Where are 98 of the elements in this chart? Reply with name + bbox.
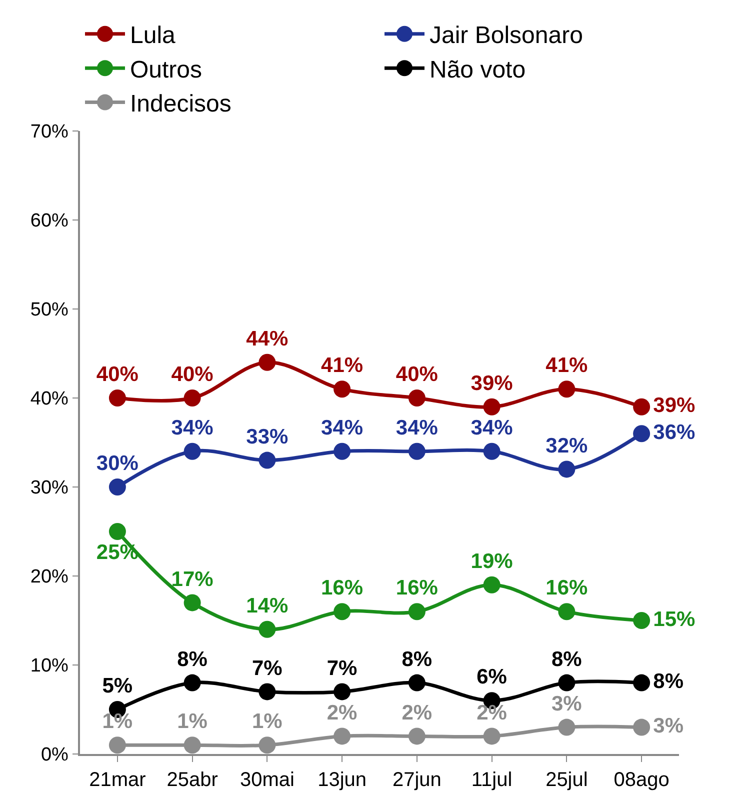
legend-label: Lula — [130, 22, 176, 50]
data-label: 44% — [246, 328, 289, 351]
data-label: 34% — [171, 416, 214, 440]
point — [258, 452, 276, 469]
point — [184, 736, 201, 754]
point — [108, 390, 126, 406]
x-tick-label: 25jul — [546, 768, 588, 791]
point — [633, 612, 650, 629]
point — [184, 442, 201, 460]
point — [184, 594, 201, 612]
point — [483, 398, 500, 416]
point — [334, 380, 351, 398]
x-tick-label: 27jun — [392, 768, 442, 791]
y-tick-label: 70% — [30, 122, 69, 143]
data-label: 36% — [653, 420, 696, 444]
data-label: 39% — [653, 394, 696, 418]
point — [558, 718, 576, 736]
legend-label: Não voto — [430, 56, 526, 84]
y-tick-label: 20% — [30, 566, 69, 588]
point — [258, 354, 276, 371]
point — [334, 442, 351, 460]
data-label: 8% — [653, 670, 684, 694]
data-label: 41% — [321, 354, 364, 378]
data-label: 32% — [546, 434, 588, 458]
point — [558, 380, 576, 398]
data-label: 34% — [321, 416, 364, 440]
y-tick-label: 40% — [30, 388, 69, 410]
data-label: 2% — [402, 701, 432, 724]
data-label: 8% — [402, 648, 432, 671]
point — [408, 442, 426, 460]
data-label: 14% — [246, 594, 289, 618]
data-label: 2% — [476, 701, 508, 724]
point — [258, 620, 276, 638]
legend-label: Outros — [130, 56, 202, 84]
data-label: 6% — [476, 666, 508, 689]
data-label: 7% — [252, 656, 283, 680]
data-label: 40% — [96, 363, 139, 386]
data-label: 3% — [552, 692, 582, 716]
data-label: 15% — [653, 608, 696, 631]
data-label: 39% — [470, 372, 514, 396]
point — [633, 718, 650, 736]
point — [258, 683, 276, 700]
legend-label: Jair Bolsonaro — [430, 22, 583, 50]
data-label: 2% — [326, 701, 358, 724]
x-tick-label: 13jun — [318, 768, 367, 791]
data-label: 7% — [326, 656, 358, 680]
data-label: 16% — [321, 576, 364, 600]
y-tick-label: 60% — [30, 210, 69, 232]
x-tick-label: 08ago — [614, 768, 670, 791]
data-label: 5% — [102, 674, 133, 698]
data-label: 33% — [246, 425, 289, 448]
data-label: 40% — [171, 363, 214, 386]
point — [483, 728, 500, 745]
point — [483, 576, 500, 594]
legend-label: Indecisos — [130, 90, 232, 118]
point — [108, 736, 126, 754]
point — [108, 523, 126, 540]
point — [408, 674, 426, 692]
point — [558, 674, 576, 692]
data-label: 16% — [396, 576, 438, 600]
point — [633, 425, 650, 442]
x-tick-label: 30mai — [240, 768, 294, 791]
x-tick-label: 21mar — [89, 768, 146, 791]
data-label: 16% — [546, 576, 588, 600]
point — [334, 728, 351, 745]
point — [108, 478, 126, 496]
data-label: 1% — [252, 710, 283, 734]
y-tick-label: 10% — [30, 656, 69, 677]
point — [334, 683, 351, 700]
point — [258, 736, 276, 754]
y-tick-label: 50% — [30, 300, 69, 321]
data-label: 34% — [396, 416, 438, 440]
point — [558, 460, 576, 478]
point — [408, 728, 426, 745]
data-label: 1% — [177, 710, 208, 734]
point — [408, 390, 426, 406]
point — [408, 603, 426, 620]
point — [633, 674, 650, 692]
point — [334, 603, 351, 620]
data-label: 34% — [470, 416, 514, 440]
point — [633, 398, 650, 416]
data-label: 8% — [177, 648, 208, 671]
y-tick-label: 30% — [30, 478, 69, 499]
data-label: 41% — [546, 354, 588, 378]
data-label: 30% — [96, 452, 139, 476]
point — [184, 390, 201, 406]
y-tick-label: 0% — [40, 744, 69, 766]
data-label: 1% — [102, 710, 133, 734]
x-tick-label: 11jul — [471, 768, 512, 791]
data-label: 40% — [396, 363, 438, 386]
data-label: 19% — [470, 550, 514, 574]
data-label: 8% — [552, 648, 582, 671]
point — [483, 442, 500, 460]
data-label: 17% — [171, 568, 214, 591]
x-tick-label: 25abr — [166, 768, 218, 791]
point — [558, 603, 576, 620]
data-label: 3% — [653, 714, 684, 738]
point — [184, 674, 201, 692]
